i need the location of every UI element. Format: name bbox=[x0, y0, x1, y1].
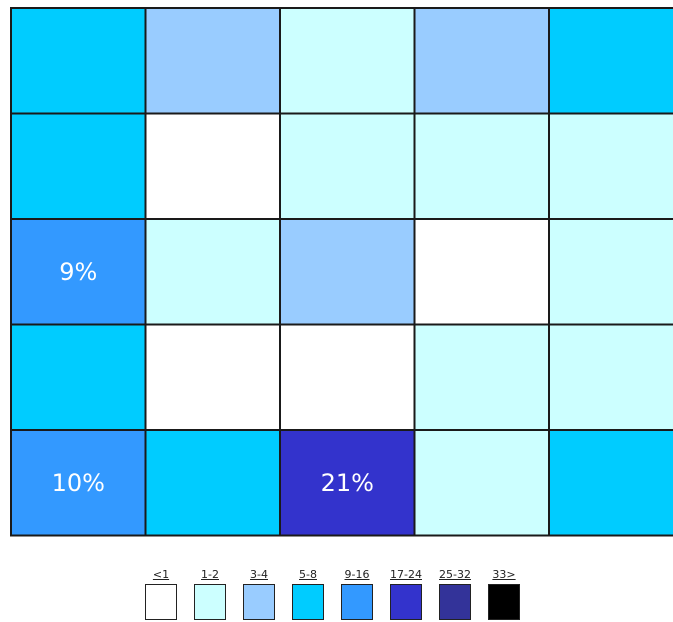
heatmap-cell-r2-c4 bbox=[413, 112, 550, 220]
legend-item: 33> bbox=[486, 568, 522, 622]
legend-label: 1-2 bbox=[201, 568, 219, 581]
heatmap-border bbox=[10, 7, 673, 537]
legend-swatch bbox=[292, 584, 324, 620]
heatmap-cell-r3-c4 bbox=[413, 218, 550, 326]
heatmap-cell-r3-c1 bbox=[10, 218, 147, 326]
heatmap-cell-r3-c5 bbox=[548, 218, 673, 326]
heatmap-cell-r2-c3 bbox=[279, 112, 416, 220]
legend-item: 3-4 bbox=[241, 568, 277, 622]
heatmap-cell-r4-c3 bbox=[279, 323, 416, 431]
color-legend: <1 1-2 3-4 5-8 9-16 17-24 25-32 33> bbox=[143, 568, 543, 622]
legend-label: 25-32 bbox=[439, 568, 471, 581]
heatmap-cell-r3-c3 bbox=[279, 218, 416, 326]
heatmap-cell-r2-c2 bbox=[144, 112, 281, 220]
heatmap-cell-r3-c2 bbox=[144, 218, 281, 326]
legend-item: 9-16 bbox=[339, 568, 375, 622]
heatmap-cell-r1-c1 bbox=[10, 7, 147, 115]
legend-label: 3-4 bbox=[250, 568, 268, 581]
heatmap-cell-r5-c4 bbox=[413, 429, 550, 537]
heatmap-cell-r5-c3 bbox=[279, 429, 416, 537]
legend-label: 9-16 bbox=[344, 568, 370, 581]
heatmap-grid: 9% 10% 21% bbox=[10, 7, 673, 537]
heatmap-cell-r4-c1 bbox=[10, 323, 147, 431]
heatmap-cell-r1-c3 bbox=[279, 7, 416, 115]
cell-value-label: 21% bbox=[321, 469, 374, 497]
legend-swatch bbox=[390, 584, 422, 620]
heatmap-cell-r4-c2 bbox=[144, 323, 281, 431]
legend-label: 5-8 bbox=[299, 568, 317, 581]
heatmap-cell-r4-c5 bbox=[548, 323, 673, 431]
legend-swatch bbox=[341, 584, 373, 620]
heatmap-cell-r1-c4 bbox=[413, 7, 550, 115]
legend-item: 1-2 bbox=[192, 568, 228, 622]
heatmap-cell-r4-c4 bbox=[413, 323, 550, 431]
heatmap-cell-r5-c2 bbox=[144, 429, 281, 537]
heatmap-cell-r5-c1 bbox=[10, 429, 147, 537]
legend-swatch bbox=[488, 584, 520, 620]
legend-label: <1 bbox=[152, 568, 170, 581]
legend-swatch bbox=[194, 584, 226, 620]
legend-item: 25-32 bbox=[437, 568, 473, 622]
legend-label: 17-24 bbox=[390, 568, 422, 581]
heatmap-cell-r5-c5 bbox=[548, 429, 673, 537]
legend-item: <1 bbox=[143, 568, 179, 622]
legend-swatch bbox=[145, 584, 177, 620]
legend-swatch bbox=[243, 584, 275, 620]
heatmap-cell-r1-c5 bbox=[548, 7, 673, 115]
legend-item: 17-24 bbox=[388, 568, 424, 622]
legend-swatch bbox=[439, 584, 471, 620]
cell-value-label: 10% bbox=[52, 469, 105, 497]
legend-item: 5-8 bbox=[290, 568, 326, 622]
legend-label: 33> bbox=[492, 568, 516, 581]
heatmap-cell-r1-c2 bbox=[144, 7, 281, 115]
heatmap-cell-r2-c1 bbox=[10, 112, 147, 220]
heatmap-cell-r2-c5 bbox=[548, 112, 673, 220]
cell-value-label: 9% bbox=[59, 258, 97, 286]
